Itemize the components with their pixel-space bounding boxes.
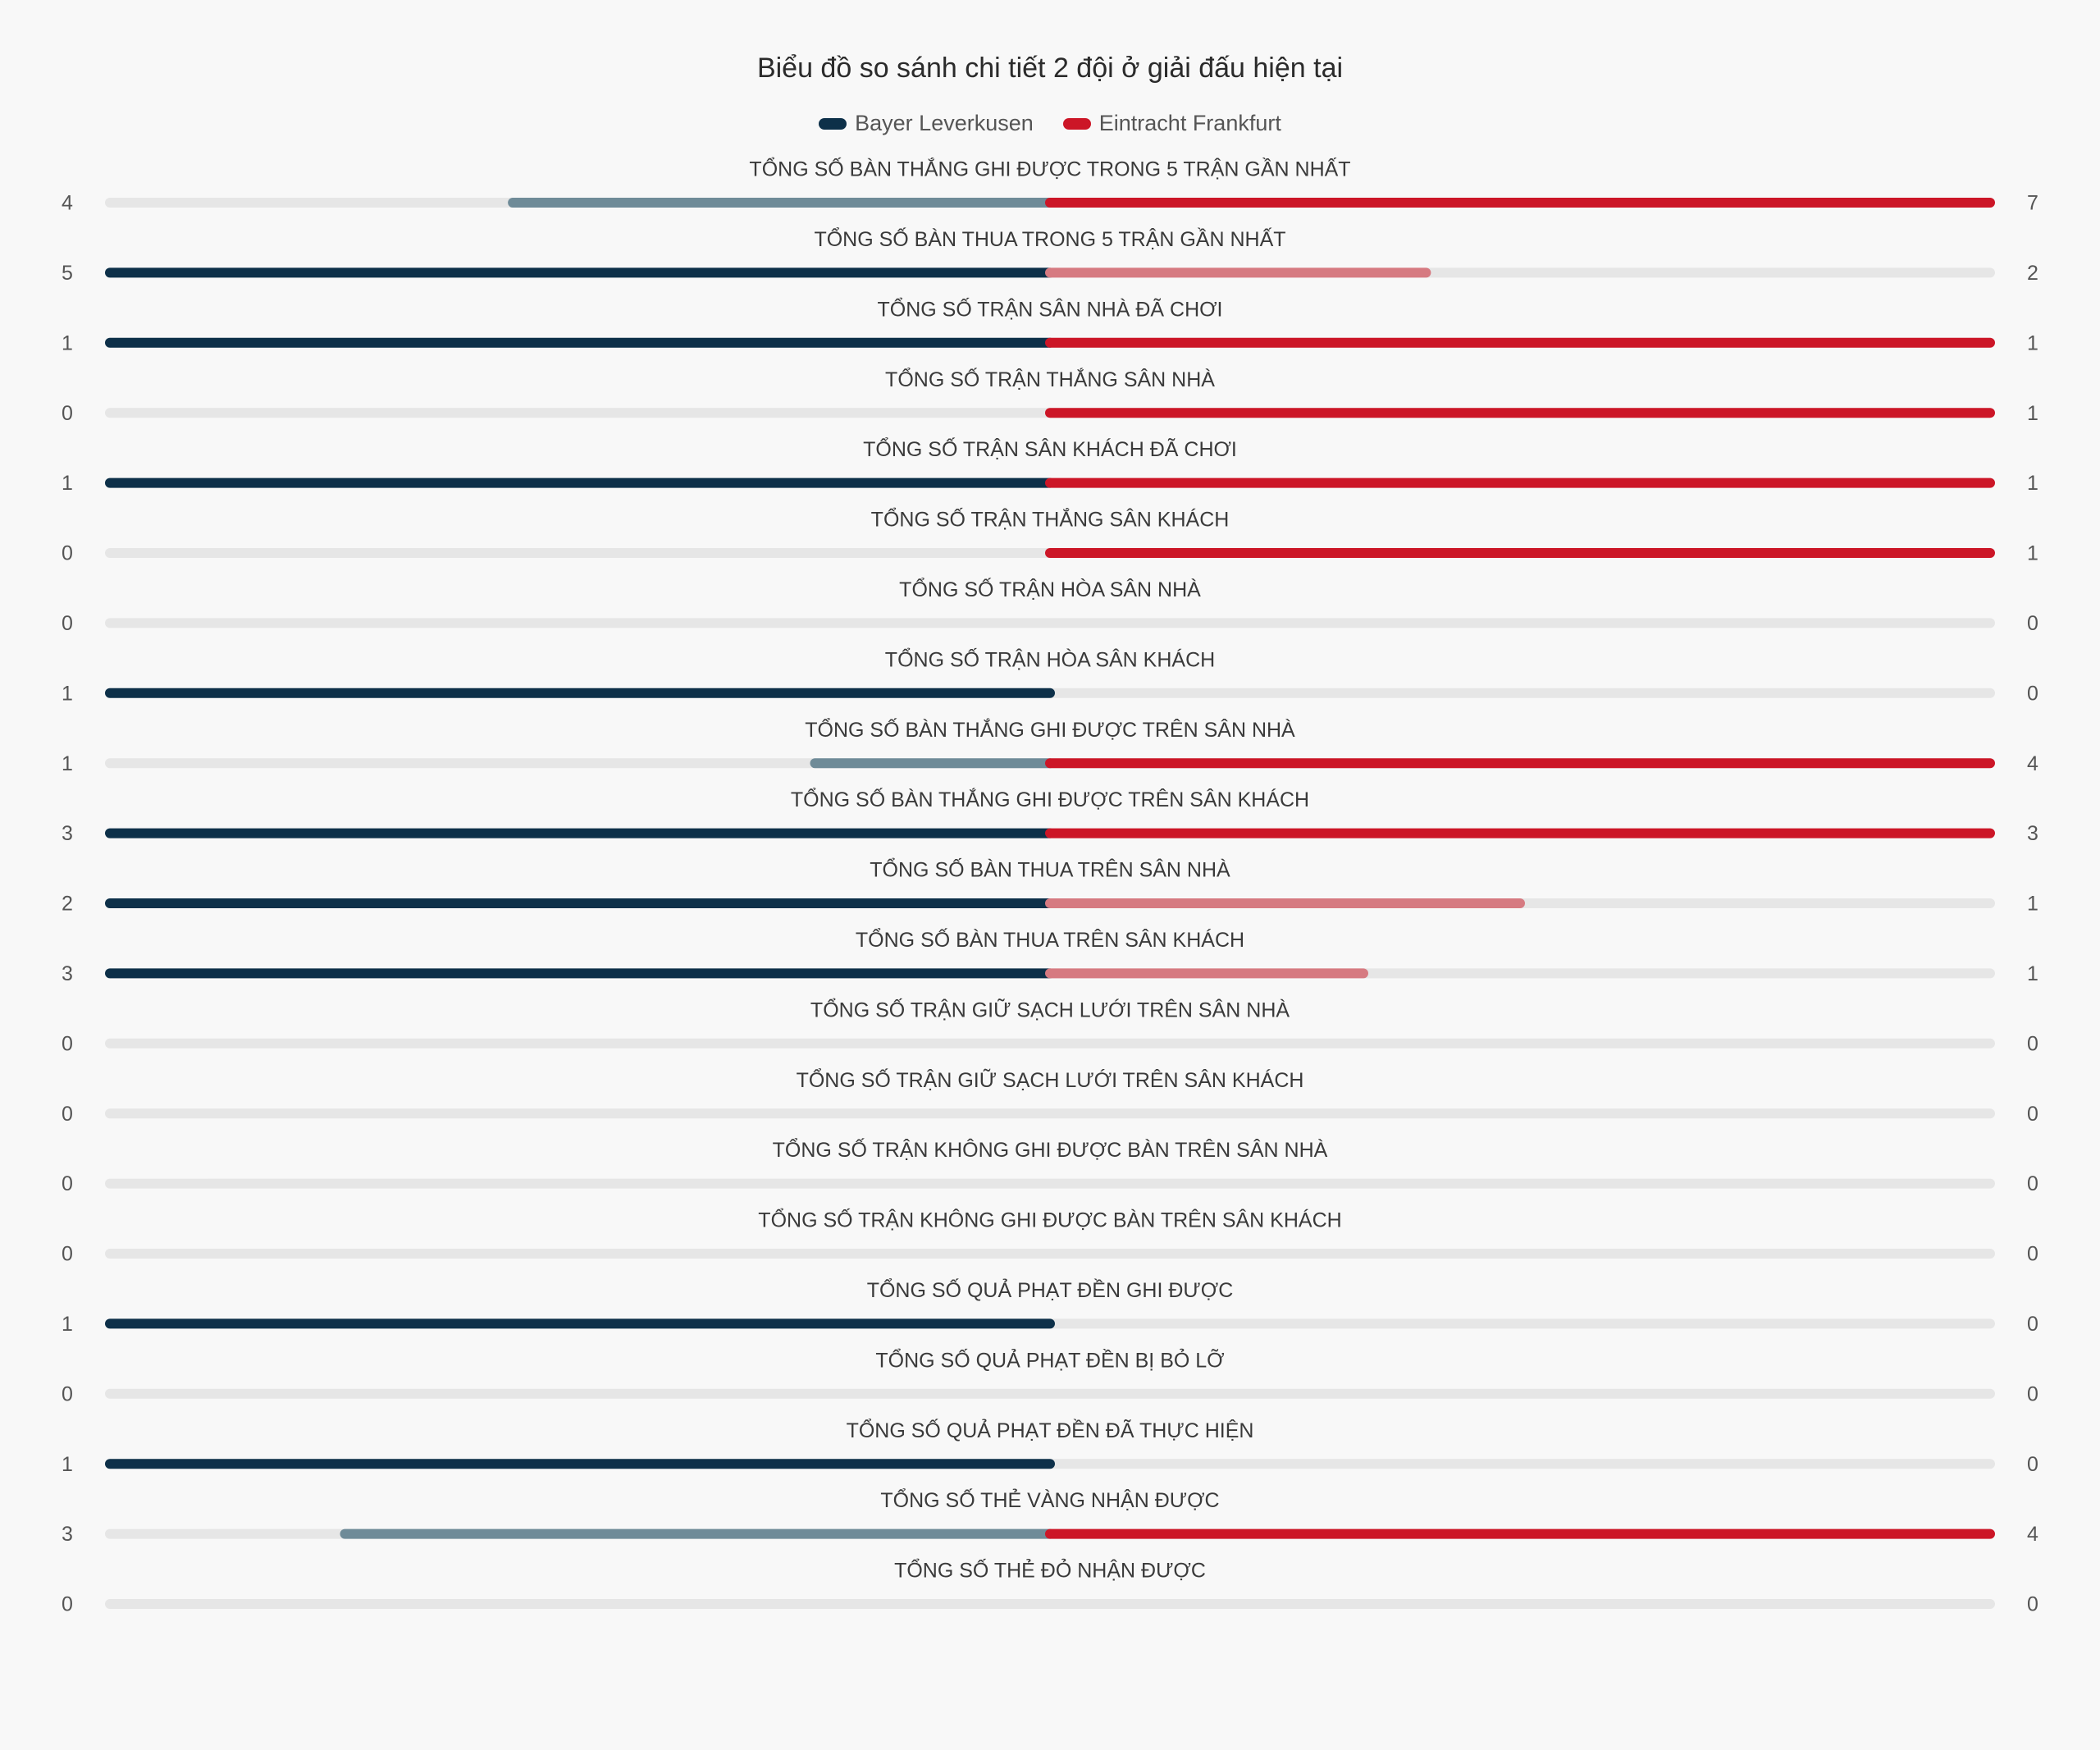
row-label: TỔNG SỐ TRẬN HÒA SÂN KHÁCH: [885, 647, 1215, 671]
value-left: 5: [62, 262, 73, 285]
value-left: 2: [62, 893, 73, 916]
value-right: 1: [2027, 402, 2038, 425]
value-right: 1: [2027, 472, 2038, 495]
value-right: 0: [2027, 1593, 2038, 1616]
value-left: 0: [62, 402, 73, 425]
row-label: TỔNG SỐ QUẢ PHẠT ĐỀN ĐÃ THỰC HIỆN: [847, 1418, 1254, 1442]
value-left: 3: [62, 1523, 73, 1546]
value-left: 3: [62, 822, 73, 845]
value-right: 0: [2027, 682, 2038, 705]
value-left: 1: [62, 472, 73, 495]
row-label: TỔNG SỐ TRẬN KHÔNG GHI ĐƯỢC BÀN TRÊN SÂN…: [758, 1208, 1341, 1232]
row-label: TỔNG SỐ TRẬN GIỮ SẠCH LƯỚI TRÊN SÂN KHÁC…: [797, 1067, 1304, 1092]
row-label: TỔNG SỐ TRẬN SÂN KHÁCH ĐÃ CHƠI: [863, 436, 1237, 461]
value-right: 0: [2027, 1172, 2038, 1195]
value-left: 1: [62, 752, 73, 775]
value-right: 3: [2027, 822, 2038, 845]
row-label: TỔNG SỐ BÀN THẮNG GHI ĐƯỢC TRÊN SÂN KHÁC…: [791, 787, 1309, 811]
row-label: TỔNG SỐ BÀN THUA TRONG 5 TRẬN GẦN NHẤT: [814, 226, 1285, 251]
value-left: 0: [62, 1593, 73, 1616]
legend-label-right: Eintracht Frankfurt: [1098, 111, 1281, 135]
value-left: 0: [62, 612, 73, 635]
row-label: TỔNG SỐ BÀN THUA TRÊN SÂN KHÁCH: [856, 927, 1244, 952]
legend-item-right[interactable]: Eintracht Frankfurt: [1062, 111, 1281, 136]
row-label: TỔNG SỐ TRẬN THẮNG SÂN KHÁCH: [871, 507, 1230, 532]
row-label: TỔNG SỐ TRẬN KHÔNG GHI ĐƯỢC BÀN TRÊN SÂN…: [773, 1137, 1328, 1162]
value-left: 3: [62, 962, 73, 985]
row-label: TỔNG SỐ THẺ VÀNG NHẬN ĐƯỢC: [880, 1487, 1219, 1512]
value-left: 1: [62, 331, 73, 354]
value-left: 1: [62, 1313, 73, 1336]
row-label: TỔNG SỐ THẺ ĐỎ NHẬN ĐƯỢC: [894, 1558, 1206, 1583]
value-right: 0: [2027, 612, 2038, 635]
value-right: 4: [2027, 752, 2038, 775]
value-left: 4: [62, 192, 73, 215]
legend-item-left[interactable]: Bayer Leverkusen: [819, 111, 1034, 136]
value-left: 0: [62, 1382, 73, 1405]
value-left: 0: [62, 542, 73, 565]
value-right: 0: [2027, 1382, 2038, 1405]
value-right: 7: [2027, 192, 2038, 215]
value-right: 1: [2027, 962, 2038, 985]
row-label: TỔNG SỐ TRẬN SÂN NHÀ ĐÃ CHƠI: [877, 296, 1222, 321]
value-right: 2: [2027, 262, 2038, 285]
row-label: TỔNG SỐ BÀN THUA TRÊN SÂN NHÀ: [870, 857, 1230, 882]
value-right: 1: [2027, 331, 2038, 354]
value-left: 0: [62, 1103, 73, 1126]
value-left: 0: [62, 1032, 73, 1055]
legend-swatch-left: [819, 117, 847, 130]
value-right: 4: [2027, 1523, 2038, 1546]
row-label: TỔNG SỐ TRẬN THẮNG SÂN NHÀ: [885, 367, 1215, 391]
value-left: 1: [62, 682, 73, 705]
value-right: 0: [2027, 1453, 2038, 1476]
value-left: 0: [62, 1243, 73, 1266]
row-label: TỔNG SỐ BÀN THẮNG GHI ĐƯỢC TRONG 5 TRẬN …: [749, 157, 1350, 181]
value-right: 0: [2027, 1032, 2038, 1055]
row-label: TỔNG SỐ BÀN THẮNG GHI ĐƯỢC TRÊN SÂN NHÀ: [805, 717, 1295, 742]
row-label: TỔNG SỐ TRẬN GIỮ SẠCH LƯỚI TRÊN SÂN NHÀ: [810, 997, 1290, 1021]
value-right: 0: [2027, 1243, 2038, 1266]
row-label: TỔNG SỐ QUẢ PHẠT ĐỀN GHI ĐƯỢC: [867, 1277, 1234, 1302]
legend-label-left: Bayer Leverkusen: [855, 111, 1034, 135]
value-left: 1: [62, 1453, 73, 1476]
row-label: TỔNG SỐ QUẢ PHẠT ĐỀN BỊ BỎ LỠ: [875, 1347, 1224, 1372]
value-left: 0: [62, 1172, 73, 1195]
value-right: 1: [2027, 542, 2038, 565]
value-right: 0: [2027, 1103, 2038, 1126]
legend-swatch-right: [1062, 117, 1091, 130]
row-label: TỔNG SỐ TRẬN HÒA SÂN NHÀ: [899, 577, 1201, 601]
value-right: 1: [2027, 893, 2038, 916]
value-right: 0: [2027, 1313, 2038, 1336]
legend: Bayer Leverkusen Eintracht Frankfurt: [0, 111, 2100, 136]
chart-title: Biểu đồ so sánh chi tiết 2 đội ở giải đấ…: [756, 53, 1344, 84]
